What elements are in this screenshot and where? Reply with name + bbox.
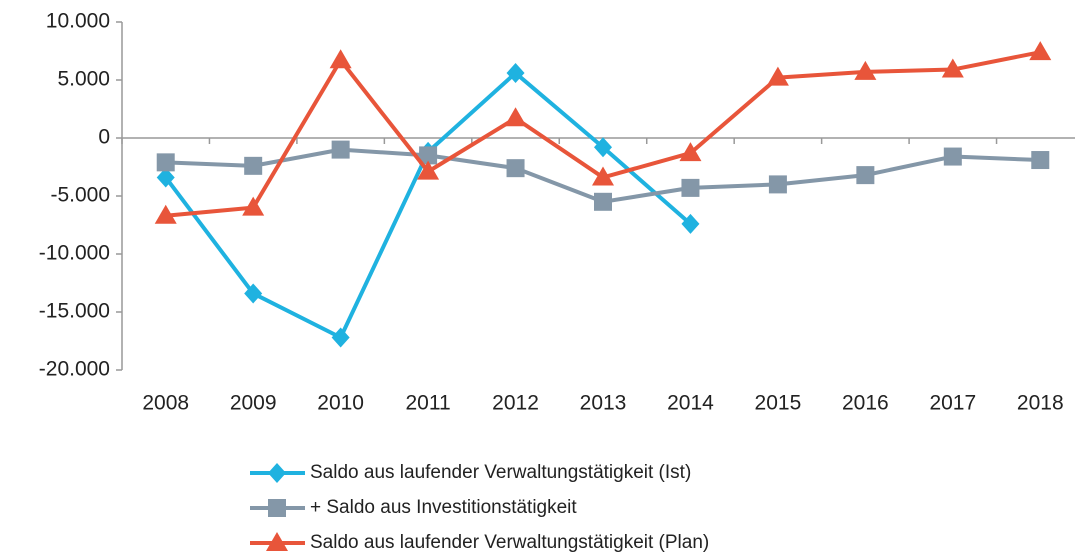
data-point [854,60,877,80]
data-point [592,166,614,186]
legend-label: Saldo aus laufender Verwaltungstätigkeit… [310,532,709,553]
data-point [156,167,175,188]
y-tick-label: -20.000 [39,358,110,381]
x-tick-label: 2011 [406,392,451,415]
legend-label: Saldo aus laufender Verwaltungstätigkeit… [310,462,691,483]
y-tick-label: -10.000 [39,242,110,265]
data-point [331,140,350,159]
data-point [419,146,438,165]
data-point [329,49,352,69]
x-tick-label: 2012 [492,392,539,415]
x-tick-label: 2010 [317,392,364,415]
legend-marker [266,532,288,551]
y-tick-label: 5.000 [57,68,110,91]
data-point [681,178,700,197]
data-point [417,160,440,180]
x-tick-label: 2008 [142,392,189,415]
data-point [766,66,789,86]
data-point [594,192,612,211]
x-tick-label: 2013 [580,392,627,415]
data-point [681,213,700,234]
data-point [941,58,964,78]
x-tick-label: 2018 [1017,392,1064,415]
y-tick-label: -5.000 [50,184,110,207]
data-point [244,283,263,304]
data-point [679,142,702,162]
data-point [506,63,525,84]
x-tick-label: 2017 [929,392,976,415]
data-point [156,153,175,172]
x-tick-label: 2016 [842,392,889,415]
legend-marker [268,463,286,483]
data-point [856,166,875,185]
y-tick-label: -15.000 [39,300,110,323]
legend-label: + Saldo aus Investitionstätigkeit [310,497,577,518]
data-point [1031,151,1050,170]
data-point [943,147,962,166]
series-line [165,50,1041,218]
y-tick-label: 0 [98,126,110,149]
data-point [594,137,612,158]
x-tick-label: 2014 [667,392,714,415]
data-point [1029,41,1052,61]
data-point [768,175,787,194]
x-tick-label: 2009 [230,392,277,415]
data-point [242,196,265,216]
legend-marker [268,499,286,517]
data-point [331,327,350,348]
data-point [244,156,263,175]
data-point [506,159,525,178]
y-tick-label: 10.000 [46,10,110,33]
data-point [154,204,177,224]
data-point [504,107,527,127]
x-tick-label: 2015 [755,392,802,415]
